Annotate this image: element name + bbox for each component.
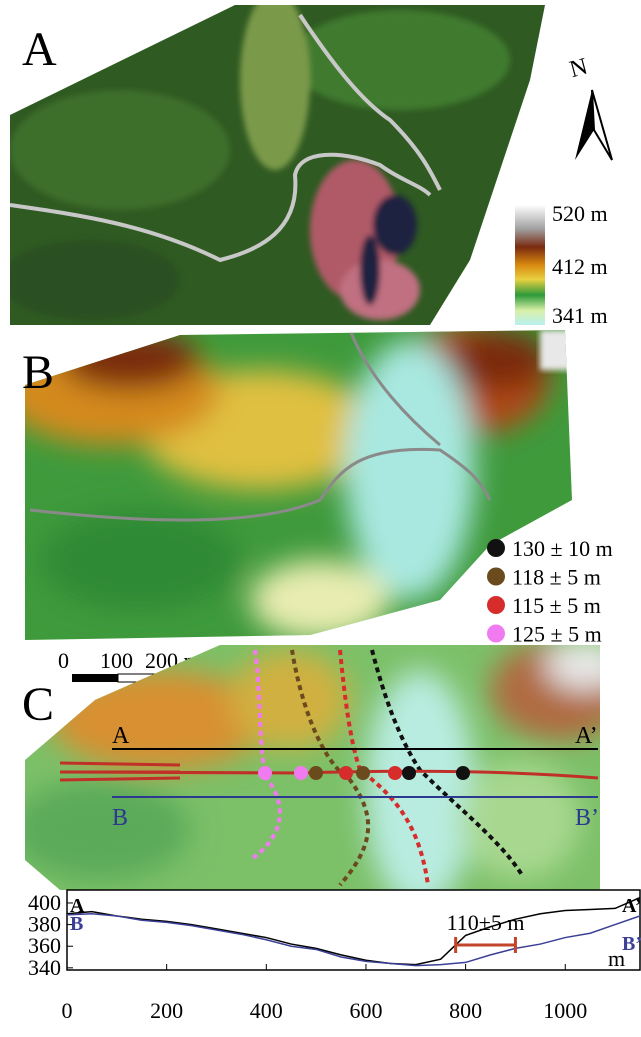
profile-line — [67, 898, 640, 965]
trace-marker — [339, 766, 353, 780]
scale-label: 0 — [58, 648, 69, 673]
panel-label: C — [22, 678, 54, 731]
x-tick-label: 1000 — [543, 998, 587, 1023]
trace-marker — [309, 766, 323, 780]
legend-label: 118 ± 5 m — [512, 565, 601, 590]
aerial-photo — [0, 0, 560, 330]
y-tick-label: 360 — [28, 933, 61, 958]
x-tick-label: 800 — [449, 998, 482, 1023]
dem-map — [0, 320, 600, 650]
colorbar-label: 412 m — [552, 254, 608, 279]
legend-marker — [487, 596, 505, 614]
figure: A N 520 m 412 m 341 m B 130 ± 10 m 118 ± … — [0, 0, 641, 1032]
y-tick-label: 340 — [28, 955, 61, 980]
colorbar-label: 341 m — [552, 303, 608, 328]
legend-label: 115 ± 5 m — [512, 593, 601, 618]
trace-marker — [402, 766, 416, 780]
legend-label: 130 ± 10 m — [512, 536, 613, 561]
x-tick-label: 600 — [349, 998, 382, 1023]
trace-marker — [294, 766, 308, 780]
north-arrow — [575, 90, 612, 160]
profile-end: B’ — [575, 805, 599, 831]
series-label: B — [70, 913, 83, 935]
x-tick-label: 400 — [250, 998, 283, 1023]
profile-start: B — [112, 805, 128, 831]
trace-marker — [258, 766, 272, 780]
scale-label: 100 — [100, 648, 133, 673]
panel-label: B — [22, 346, 54, 399]
legend-marker — [487, 539, 505, 557]
panel-label: A — [22, 23, 57, 76]
legend: 130 ± 10 m 118 ± 5 m 115 ± 5 m 125 ± 5 m — [487, 536, 613, 647]
trace-marker — [356, 766, 370, 780]
scale-bar — [72, 674, 118, 682]
y-tick-label: 400 — [28, 890, 61, 915]
y-tick-label: 380 — [28, 912, 61, 937]
legend-marker — [487, 625, 505, 643]
colorbar-label: 520 m — [552, 201, 608, 226]
profile-end: A’ — [575, 723, 598, 749]
series-end-label: B’ — [622, 933, 641, 955]
x-tick-label: 200 — [150, 998, 183, 1023]
legend-marker — [487, 568, 505, 586]
colorbar — [515, 205, 545, 325]
legend-label: 125 ± 5 m — [512, 622, 602, 647]
x-tick-label: 0 — [62, 998, 73, 1023]
trace-marker — [388, 766, 402, 780]
north-label: N — [567, 54, 590, 84]
profile-start: A — [112, 723, 130, 749]
trace-marker — [456, 766, 470, 780]
series-end-label: A’ — [622, 895, 641, 917]
annotation-label: 110±5 m — [447, 910, 525, 935]
